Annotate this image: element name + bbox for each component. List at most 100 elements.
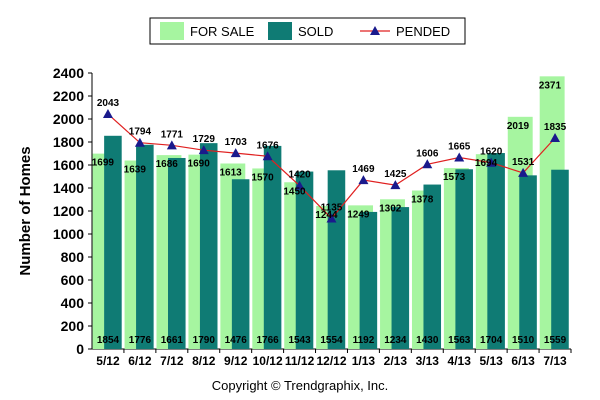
sold-value-label: 1510 <box>512 335 535 346</box>
x-tick-label: 6/13 <box>511 354 535 368</box>
y-tick-label: 1600 <box>53 157 84 173</box>
pended-value-label: 1135 <box>321 202 343 213</box>
sold-value-label: 1559 <box>544 335 567 346</box>
x-tick-label: 5/12 <box>96 354 120 368</box>
sold-bar <box>519 175 537 349</box>
pended-marker <box>390 180 401 190</box>
for-sale-value-label: 1249 <box>347 209 370 220</box>
for-sale-value-label: 1570 <box>251 172 274 183</box>
sold-value-label: 1430 <box>416 335 439 346</box>
sold-value-label: 1554 <box>320 335 343 346</box>
sold-value-label: 1704 <box>480 335 503 346</box>
sold-value-label: 1234 <box>384 335 407 346</box>
pended-marker <box>326 213 337 223</box>
legend-label-pended: PENDED <box>396 24 450 39</box>
sold-bar <box>391 207 410 349</box>
copyright-text: Copyright © Trendgraphix, Inc. <box>211 378 389 393</box>
x-tick-label: 5/13 <box>479 354 503 368</box>
for-sale-value-label: 2019 <box>507 121 530 132</box>
pended-value-label: 1425 <box>384 169 407 180</box>
sold-bar <box>423 184 442 349</box>
data-labels: 1699 1854 1639 1776 1686 1661 1690 1790 1613 1476… <box>92 80 567 346</box>
for-sale-value-label: 1613 <box>219 168 242 179</box>
y-tick-label: 1400 <box>53 180 84 196</box>
sold-value-label: 1543 <box>288 335 311 346</box>
sold-bar <box>359 211 378 349</box>
for-sale-value-label: 1378 <box>411 195 434 206</box>
legend: FOR SALE SOLD PENDED <box>149 17 466 45</box>
pended-marker <box>550 132 561 142</box>
pended-value-label: 1606 <box>416 148 439 159</box>
for-sale-value-label: 1244 <box>315 210 338 221</box>
x-tick-label: 4/13 <box>448 354 472 368</box>
y-tick-label: 200 <box>61 318 85 334</box>
y-tick-label: 0 <box>76 341 84 357</box>
sold-bar <box>231 179 250 349</box>
pended-line <box>102 109 561 223</box>
x-tick-label: 2/13 <box>384 354 408 368</box>
sold-bar <box>487 153 505 349</box>
sold-value-label: 1661 <box>161 335 184 346</box>
sold-value-label: 1776 <box>129 335 152 346</box>
legend-swatch-sold <box>268 22 292 40</box>
pended-marker <box>454 152 465 162</box>
sold-bar <box>168 157 186 349</box>
pended-marker <box>486 157 497 167</box>
y-tick-label: 800 <box>61 249 85 265</box>
sold-value-label: 1563 <box>448 335 471 346</box>
y-tick-label: 1800 <box>53 134 84 150</box>
pended-value-label: 2043 <box>97 98 120 109</box>
y-tick-label: 2200 <box>53 88 84 104</box>
pended-value-label: 1665 <box>448 142 471 153</box>
pended-value-label: 1531 <box>512 157 535 168</box>
y-axis-title: Number of Homes <box>17 146 34 275</box>
x-tick-label: 10/12 <box>253 354 283 368</box>
x-tick-label: 8/12 <box>192 354 216 368</box>
legend-label-for-sale: FOR SALE <box>190 24 255 39</box>
pended-value-label: 1794 <box>129 127 152 138</box>
x-tick-label: 3/13 <box>416 354 440 368</box>
pended-marker <box>102 109 113 119</box>
sold-bar <box>199 143 218 349</box>
y-tick-label: 1000 <box>53 226 84 242</box>
pended-value-label: 1420 <box>288 170 311 181</box>
legend-label-sold: SOLD <box>298 24 333 39</box>
legend-swatch-for-sale <box>160 22 184 40</box>
sold-bar <box>295 171 314 349</box>
x-tick-label: 7/12 <box>160 354 184 368</box>
sold-bar <box>136 144 154 349</box>
y-tick-label: 1200 <box>53 203 84 219</box>
sold-value-label: 1766 <box>257 335 280 346</box>
for-sale-value-label: 1639 <box>124 165 147 176</box>
for-sale-value-label: 1686 <box>156 159 179 170</box>
for-sale-value-label: 1573 <box>443 172 466 183</box>
chart-axes: 0 200 400 600 800 1000 1200 1400 1600 1800 2000 220… <box>17 65 572 368</box>
pended-value-label: 1771 <box>161 129 184 140</box>
for-sale-value-label: 1694 <box>475 158 498 169</box>
for-sale-value-label: 1450 <box>283 186 306 197</box>
pended-value-label: 1835 <box>544 122 567 133</box>
sold-bar <box>327 170 346 349</box>
x-tick-label: 7/13 <box>543 354 567 368</box>
pended-marker <box>134 137 145 147</box>
x-tick-label: 12/12 <box>316 354 346 368</box>
y-tick-label: 400 <box>61 295 85 311</box>
sold-bar <box>263 145 282 349</box>
y-tick-label: 2400 <box>53 65 84 81</box>
pended-marker <box>358 175 369 185</box>
pended-marker <box>230 148 241 158</box>
x-tick-label: 11/12 <box>285 354 315 368</box>
pended-marker <box>294 180 305 190</box>
for-sale-value-label: 1302 <box>379 203 402 214</box>
x-tick-label: 9/12 <box>224 354 248 368</box>
pended-value-label: 1620 <box>480 147 503 158</box>
sold-value-label: 1854 <box>97 335 120 346</box>
y-tick-label: 2000 <box>53 111 84 127</box>
pended-value-label: 1703 <box>225 137 248 148</box>
pended-value-label: 1469 <box>352 164 375 175</box>
for-sale-value-label: 1690 <box>188 159 211 170</box>
sold-bar <box>551 169 569 349</box>
pended-value-label: 1729 <box>193 134 216 145</box>
sold-bar <box>455 169 473 349</box>
pended-marker <box>166 140 177 150</box>
